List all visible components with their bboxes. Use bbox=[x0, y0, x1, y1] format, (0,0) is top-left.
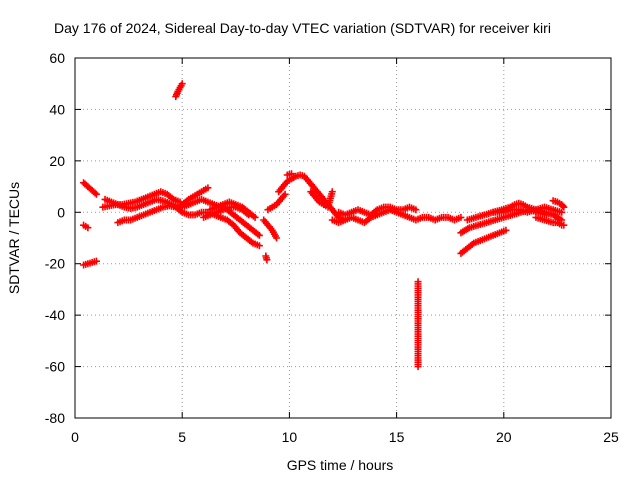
data-point bbox=[273, 234, 281, 242]
x-tick-label: 10 bbox=[282, 429, 298, 445]
x-tick-label: 15 bbox=[389, 429, 405, 445]
data-point bbox=[281, 190, 289, 198]
data-point bbox=[255, 231, 263, 239]
y-tick-label: -20 bbox=[45, 256, 65, 272]
data-point bbox=[91, 189, 99, 197]
data-point bbox=[559, 202, 567, 210]
data-point bbox=[255, 242, 263, 250]
y-tick-label: -60 bbox=[45, 359, 65, 375]
x-tick-labels: 0 5 10 15 20 25 bbox=[71, 429, 619, 445]
x-tick-label: 25 bbox=[603, 429, 619, 445]
data-point bbox=[92, 257, 100, 265]
data-point bbox=[414, 363, 422, 371]
x-axis-title: GPS time / hours bbox=[287, 457, 394, 473]
data-point bbox=[558, 208, 566, 216]
y-tick-label: 60 bbox=[49, 50, 65, 66]
data-point bbox=[328, 188, 336, 196]
data-point bbox=[263, 256, 271, 264]
y-tick-label: -80 bbox=[45, 410, 65, 426]
x-tick-label: 20 bbox=[496, 429, 512, 445]
grid-layer bbox=[74, 57, 612, 419]
data-point bbox=[560, 221, 568, 229]
data-point bbox=[251, 213, 259, 221]
x-tick-label: 5 bbox=[178, 429, 186, 445]
plot-frame bbox=[74, 57, 612, 419]
y-tick-label: 0 bbox=[57, 204, 65, 220]
data-point bbox=[92, 190, 100, 198]
data-point bbox=[560, 203, 568, 211]
data-point bbox=[84, 224, 92, 232]
data-point bbox=[288, 170, 296, 178]
data-point bbox=[502, 226, 510, 234]
data-point bbox=[204, 184, 212, 192]
y-tick-labels: -80 -60 -40 -20 0 20 40 60 bbox=[45, 50, 65, 426]
y-axis-title: SDTVAR / TECUs bbox=[6, 182, 22, 294]
y-tick-label: 20 bbox=[49, 153, 65, 169]
data-point bbox=[178, 80, 186, 88]
data-point bbox=[412, 206, 420, 214]
x-tick-label: 0 bbox=[71, 429, 79, 445]
data-points bbox=[80, 80, 568, 371]
y-tick-label: 40 bbox=[49, 101, 65, 117]
y-tick-label: -40 bbox=[45, 307, 65, 323]
chart-title: Day 176 of 2024, Sidereal Day-to-day VTE… bbox=[54, 20, 551, 36]
data-point bbox=[457, 213, 465, 221]
